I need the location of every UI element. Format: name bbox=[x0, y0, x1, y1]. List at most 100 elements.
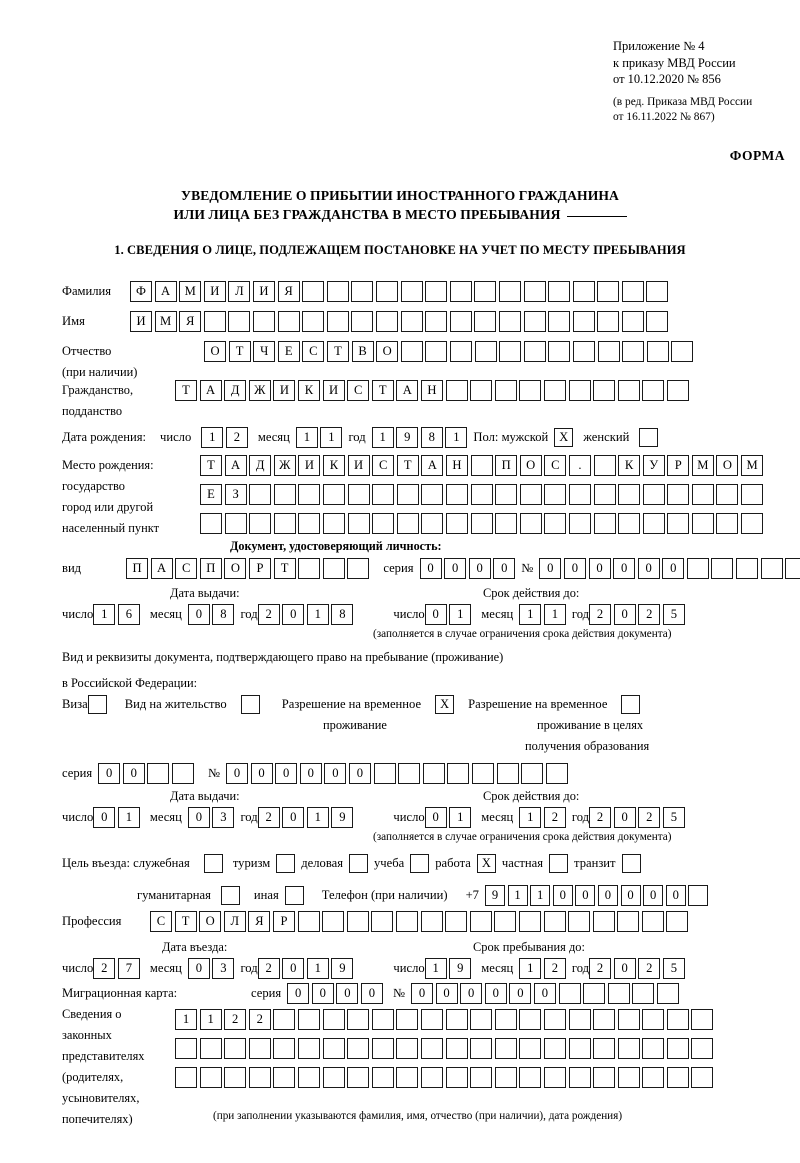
char-box[interactable] bbox=[519, 513, 542, 534]
char-box[interactable] bbox=[302, 281, 325, 302]
char-box[interactable] bbox=[420, 911, 443, 932]
char-box[interactable]: А bbox=[421, 455, 444, 476]
char-box[interactable]: Д bbox=[249, 455, 272, 476]
char-box[interactable] bbox=[347, 558, 370, 579]
char-box[interactable] bbox=[691, 1009, 714, 1030]
char-box[interactable]: 2 bbox=[638, 807, 661, 828]
char-box[interactable]: С bbox=[347, 380, 370, 401]
char-box[interactable]: 0 bbox=[552, 885, 573, 906]
char-box[interactable] bbox=[666, 1009, 689, 1030]
char-box[interactable] bbox=[543, 380, 566, 401]
char-box[interactable]: С bbox=[544, 455, 567, 476]
char-box[interactable]: 0 bbox=[299, 763, 322, 784]
char-box[interactable]: 7 bbox=[117, 958, 140, 979]
char-box[interactable]: 9 bbox=[484, 885, 505, 906]
char-box[interactable] bbox=[617, 1038, 640, 1059]
char-box[interactable] bbox=[224, 1038, 247, 1059]
char-box[interactable] bbox=[548, 281, 571, 302]
char-box[interactable]: С bbox=[150, 911, 172, 932]
char-box[interactable]: 6 bbox=[117, 604, 140, 625]
char-box[interactable]: 2 bbox=[543, 807, 566, 828]
char-box[interactable]: Т bbox=[326, 341, 349, 362]
char-box[interactable] bbox=[519, 1038, 542, 1059]
char-box[interactable] bbox=[618, 513, 641, 534]
char-box[interactable]: Р bbox=[667, 455, 690, 476]
char-box[interactable] bbox=[716, 484, 739, 505]
visa-checkbox[interactable] bbox=[87, 695, 107, 714]
char-box[interactable] bbox=[545, 763, 568, 784]
char-box[interactable] bbox=[371, 1067, 394, 1088]
char-box[interactable]: К bbox=[618, 455, 641, 476]
char-box[interactable]: 0 bbox=[539, 558, 562, 579]
char-box[interactable] bbox=[425, 311, 448, 332]
char-box[interactable] bbox=[716, 513, 739, 534]
legal-input-2[interactable] bbox=[175, 1038, 714, 1059]
char-box[interactable] bbox=[666, 1038, 689, 1059]
char-box[interactable]: 1 bbox=[201, 427, 224, 448]
char-box[interactable]: 1 bbox=[519, 604, 542, 625]
char-box[interactable]: Р bbox=[248, 558, 271, 579]
char-box[interactable] bbox=[425, 341, 448, 362]
char-box[interactable] bbox=[445, 1067, 468, 1088]
purpose-study-checkbox[interactable] bbox=[410, 854, 430, 873]
char-box[interactable] bbox=[347, 1038, 370, 1059]
char-box[interactable]: 8 bbox=[331, 604, 354, 625]
char-box[interactable] bbox=[671, 341, 694, 362]
char-box[interactable] bbox=[273, 513, 296, 534]
char-box[interactable]: А bbox=[199, 380, 222, 401]
char-box[interactable] bbox=[646, 341, 669, 362]
char-box[interactable] bbox=[445, 911, 468, 932]
char-box[interactable]: 2 bbox=[638, 958, 661, 979]
char-box[interactable]: 1 bbox=[306, 958, 329, 979]
char-box[interactable]: 0 bbox=[643, 885, 664, 906]
char-box[interactable] bbox=[691, 484, 714, 505]
char-box[interactable]: 0 bbox=[533, 983, 556, 1004]
char-box[interactable]: 1 bbox=[424, 958, 447, 979]
char-box[interactable] bbox=[351, 281, 374, 302]
char-box[interactable] bbox=[568, 380, 591, 401]
char-box[interactable] bbox=[373, 763, 396, 784]
char-box[interactable] bbox=[646, 311, 669, 332]
char-box[interactable] bbox=[523, 311, 546, 332]
char-box[interactable] bbox=[617, 1009, 640, 1030]
char-box[interactable]: М bbox=[691, 455, 714, 476]
char-box[interactable]: С bbox=[175, 558, 198, 579]
char-box[interactable]: 1 bbox=[306, 604, 329, 625]
char-box[interactable]: Д bbox=[224, 380, 247, 401]
char-box[interactable] bbox=[593, 1009, 616, 1030]
char-box[interactable]: 0 bbox=[613, 604, 636, 625]
char-box[interactable] bbox=[544, 513, 567, 534]
char-box[interactable] bbox=[494, 1038, 517, 1059]
char-box[interactable]: Ф bbox=[130, 281, 152, 302]
char-box[interactable]: Ж bbox=[273, 455, 296, 476]
char-box[interactable]: 0 bbox=[187, 604, 210, 625]
char-box[interactable] bbox=[351, 311, 374, 332]
birthplace-input-3[interactable] bbox=[200, 513, 764, 534]
char-box[interactable]: 1 bbox=[519, 807, 542, 828]
char-box[interactable] bbox=[252, 311, 275, 332]
char-box[interactable] bbox=[518, 911, 541, 932]
char-box[interactable] bbox=[621, 281, 644, 302]
char-box[interactable] bbox=[372, 484, 395, 505]
char-box[interactable]: 8 bbox=[212, 604, 235, 625]
char-box[interactable] bbox=[568, 1067, 591, 1088]
char-box[interactable]: 2 bbox=[257, 958, 280, 979]
char-box[interactable] bbox=[686, 558, 709, 579]
char-box[interactable]: Л bbox=[223, 911, 246, 932]
char-box[interactable]: П bbox=[126, 558, 148, 579]
char-box[interactable] bbox=[568, 1009, 591, 1030]
char-box[interactable]: 2 bbox=[257, 807, 280, 828]
char-box[interactable]: 9 bbox=[331, 807, 354, 828]
char-box[interactable] bbox=[396, 1038, 419, 1059]
char-box[interactable] bbox=[273, 1067, 296, 1088]
char-box[interactable] bbox=[494, 1009, 517, 1030]
